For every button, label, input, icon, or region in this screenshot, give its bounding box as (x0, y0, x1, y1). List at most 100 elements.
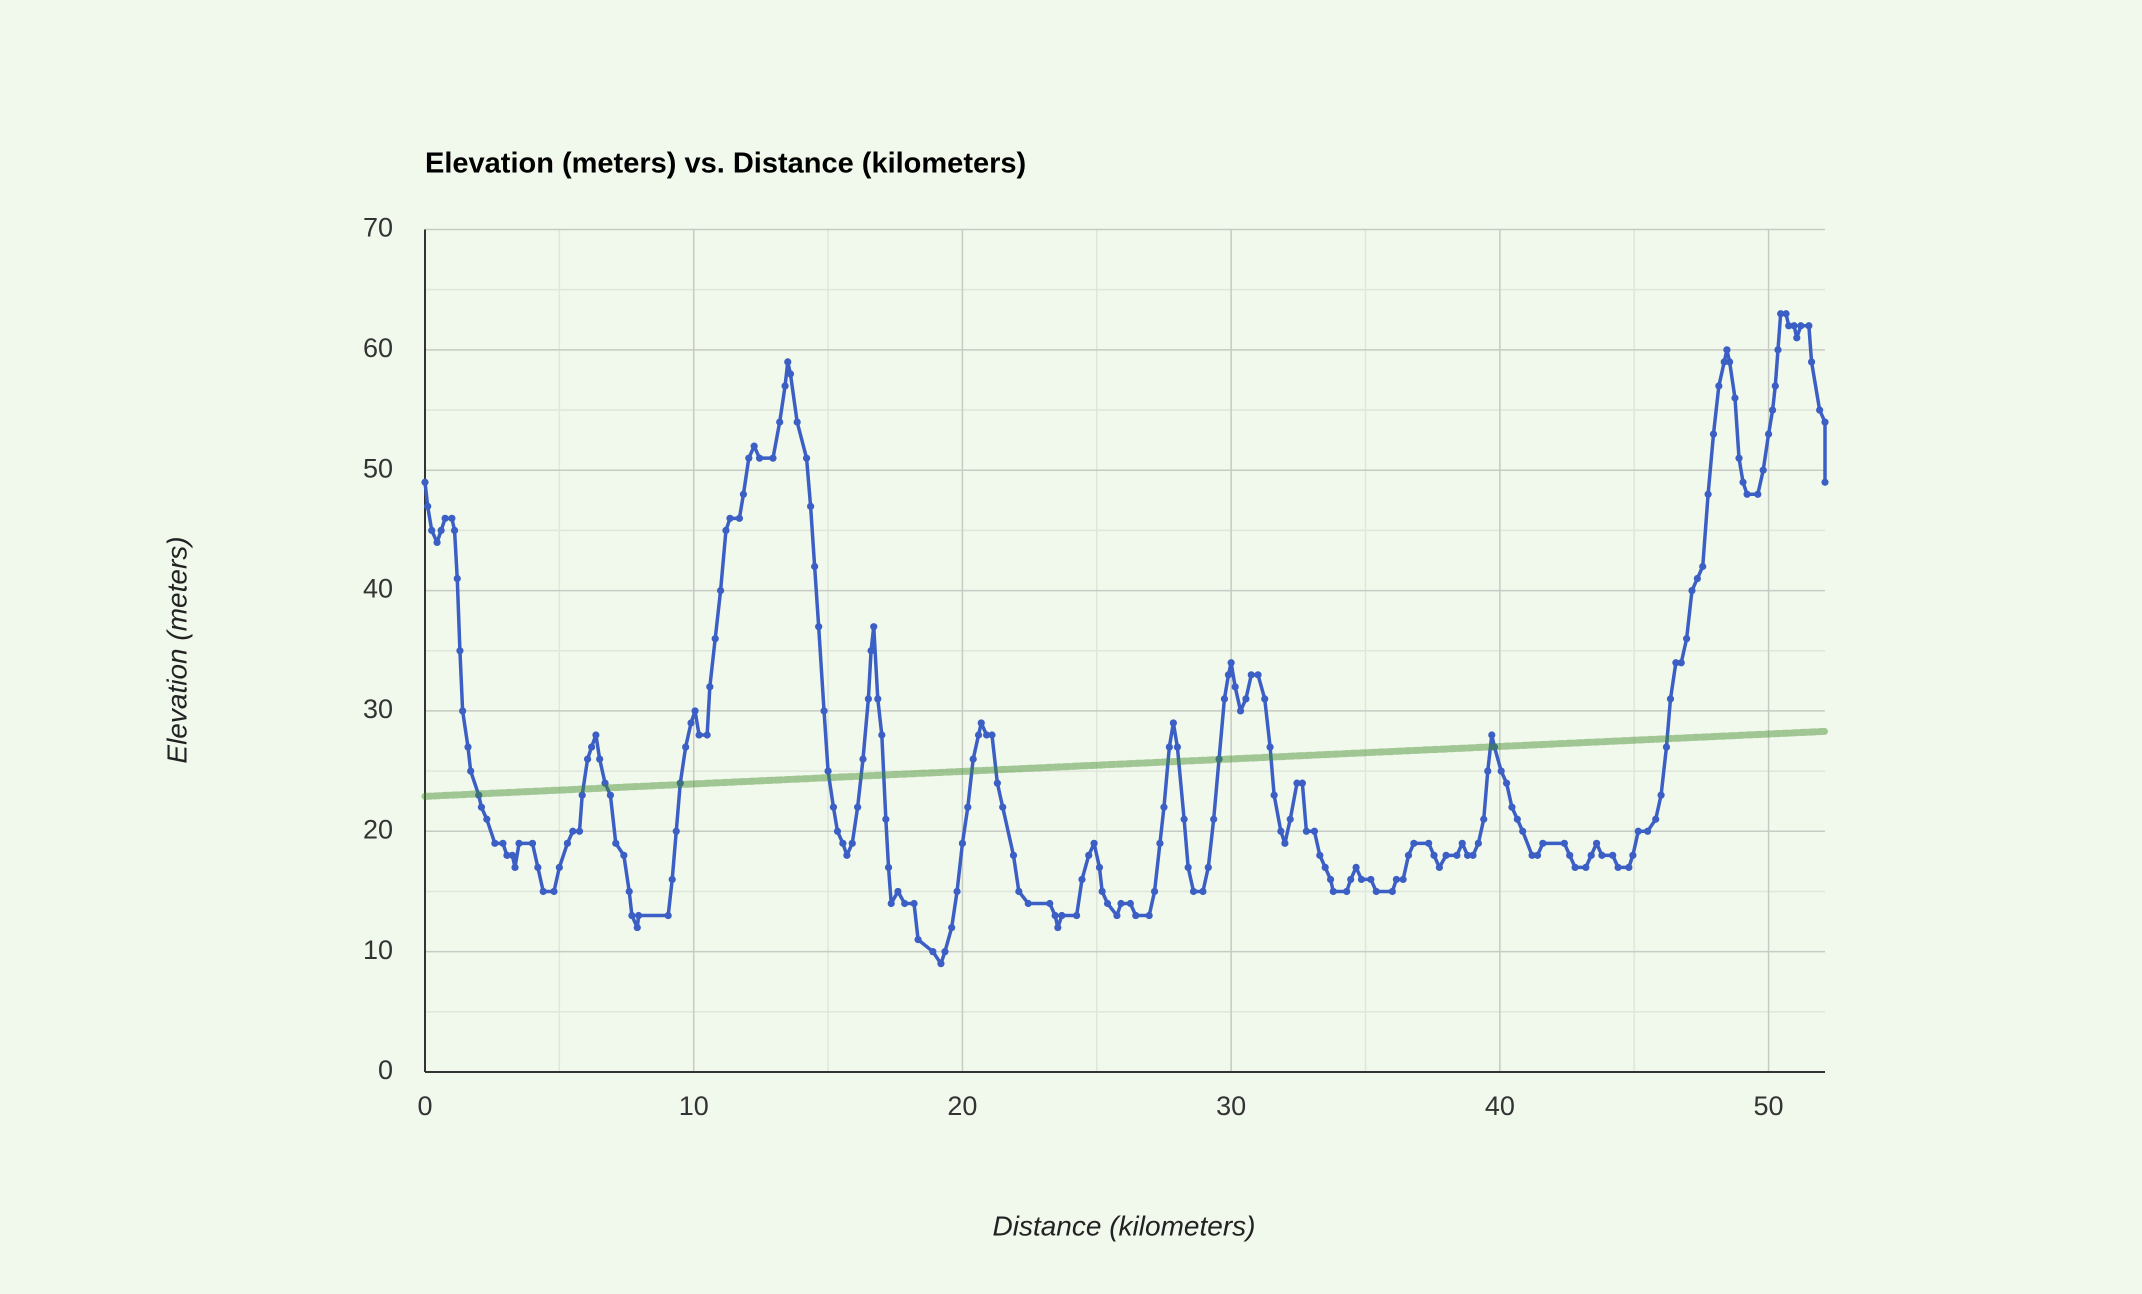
point (1009, 851, 1018, 859)
point (633, 923, 641, 932)
y-axis-label: Elevation (meters) (161, 536, 192, 763)
chart-title: Elevation (meters) vs. Distance (kilomet… (425, 148, 1026, 180)
point (1699, 562, 1707, 571)
point (1098, 887, 1106, 896)
x-tick-label: 30 (1216, 1091, 1246, 1121)
point (1464, 851, 1472, 859)
x-tick-label: 10 (679, 1091, 709, 1121)
point (833, 827, 842, 835)
point (1270, 791, 1278, 799)
point (988, 731, 996, 739)
point (569, 827, 577, 835)
point (910, 899, 918, 908)
point (1657, 791, 1665, 799)
point (575, 827, 584, 835)
x-tick-label: 20 (947, 1091, 977, 1121)
point (1404, 851, 1413, 859)
point (1367, 875, 1375, 884)
point (563, 839, 572, 847)
point (929, 948, 937, 956)
y-tick-label: 0 (378, 1055, 393, 1085)
point (848, 839, 856, 847)
point (1145, 911, 1153, 920)
point (1199, 887, 1207, 896)
point (1160, 803, 1168, 811)
point (676, 779, 684, 787)
point (726, 514, 734, 522)
point (1609, 851, 1617, 859)
point (1652, 815, 1660, 823)
point (1709, 430, 1718, 438)
point (953, 887, 961, 896)
point (1224, 671, 1233, 679)
point (1078, 875, 1086, 884)
point (682, 743, 690, 751)
point (1227, 659, 1235, 667)
point (1184, 863, 1192, 871)
y-tick-label: 40 (363, 574, 393, 604)
point (456, 647, 464, 655)
point (578, 791, 586, 799)
point (1189, 887, 1198, 896)
point (691, 707, 699, 715)
point (1743, 490, 1751, 498)
point (1739, 478, 1747, 486)
point (550, 887, 558, 896)
point (1592, 839, 1601, 847)
point (937, 960, 945, 968)
point (1293, 779, 1301, 787)
point (722, 526, 730, 534)
point (596, 755, 604, 763)
point (441, 514, 449, 522)
point (1132, 911, 1140, 920)
point (1759, 466, 1767, 474)
point (1821, 418, 1829, 426)
point (672, 827, 680, 835)
point (958, 839, 967, 847)
point (969, 755, 977, 763)
point (1764, 430, 1773, 438)
point (711, 635, 719, 643)
point (1614, 863, 1622, 871)
point (635, 911, 643, 920)
point (824, 767, 832, 775)
point (1286, 815, 1294, 823)
point (1347, 875, 1355, 884)
point (1805, 322, 1813, 330)
point (1399, 875, 1407, 884)
point (1261, 695, 1269, 703)
point (750, 442, 758, 450)
point (1090, 839, 1098, 847)
point (829, 803, 838, 811)
point (1326, 875, 1335, 884)
point (1117, 899, 1125, 908)
point (1474, 839, 1482, 847)
point (1662, 743, 1671, 751)
point (1310, 827, 1319, 835)
point (716, 586, 725, 595)
point (437, 526, 445, 534)
point (534, 863, 542, 871)
x-axis-label: Distance (kilometers) (993, 1210, 1256, 1241)
point (1790, 322, 1798, 330)
point (1073, 911, 1081, 920)
point (1693, 574, 1701, 583)
point (1425, 839, 1433, 847)
point (1720, 358, 1728, 366)
point (1169, 719, 1177, 727)
point (706, 683, 714, 691)
point (592, 731, 600, 739)
point (882, 815, 890, 823)
point (1508, 803, 1516, 811)
point (1254, 671, 1262, 679)
point (1683, 635, 1691, 643)
point (448, 514, 456, 522)
point (539, 887, 547, 896)
point (811, 562, 819, 571)
point (739, 490, 748, 498)
point (1024, 899, 1032, 908)
point (1488, 731, 1496, 739)
point (1582, 863, 1590, 871)
point (1625, 863, 1633, 871)
trendline (421, 727, 1829, 800)
